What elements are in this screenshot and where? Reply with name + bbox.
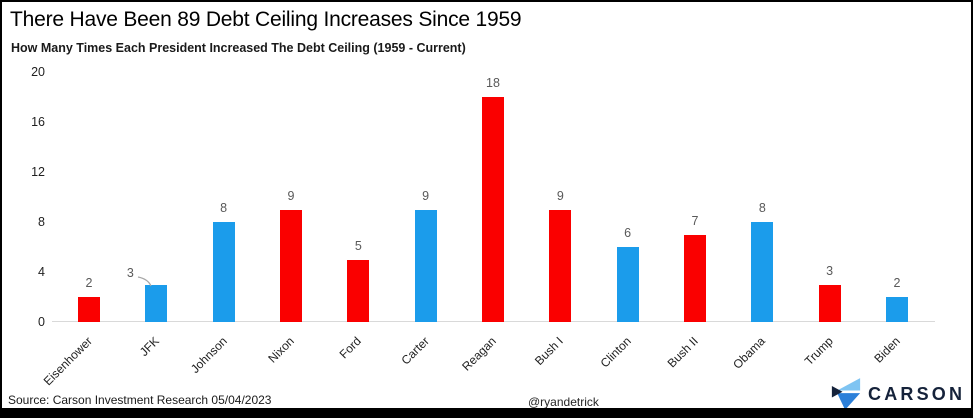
bar-bush-i [549,209,572,322]
bar-value-carter: 9 [422,188,430,203]
y-axis-tick-label: 8 [38,215,45,229]
bar-clinton [616,247,639,322]
bar-ford [347,259,370,322]
source-text: Source: Carson Investment Research 05/04… [8,393,272,407]
bar-jfk [145,284,168,322]
bar-value-obama: 8 [758,201,766,215]
y-axis-tick-label: 20 [31,65,45,79]
frame-border-right [971,0,973,418]
bar-trump [818,284,841,322]
frame-border-bottom [0,408,973,418]
chart-subtitle: How Many Times Each President Increased … [11,41,466,55]
bar-nixon [279,209,302,322]
chart-title: There Have Been 89 Debt Ceiling Increase… [10,8,522,31]
bar-bush-ii [683,234,706,322]
bar-obama [751,222,774,322]
author-handle: @ryandetrick [528,395,599,409]
bar-johnson [212,222,235,322]
bar-eisenhower [78,297,100,322]
bar-value-johnson: 8 [220,201,228,215]
carson-logo: CARSON [831,377,965,411]
bar-reagan [481,97,504,322]
bar-value-reagan: 18 [486,76,500,90]
bar-value-bush-i: 9 [556,188,564,203]
frame-border-top [0,0,973,2]
y-axis-tick-label: 12 [31,165,45,179]
bar-carter [414,209,437,322]
bar-value-trump: 3 [826,263,834,278]
bar-value-bush-ii: 7 [691,213,699,228]
y-axis-tick-label: 4 [38,265,45,279]
bar-value-ford: 5 [354,238,362,253]
bar-value-eisenhower: 2 [85,276,93,290]
carson-logo-icon [831,378,861,410]
carson-wordmark: CARSON [868,384,966,404]
frame-border-left [0,0,2,418]
y-axis-tick-label: 0 [38,315,45,329]
y-axis-tick-label: 16 [31,115,45,129]
bar-value-jfk: 3 [126,265,134,280]
bar-biden [885,297,908,322]
bar-value-biden: 2 [893,276,901,290]
bar-value-clinton: 6 [624,226,632,240]
bar-value-nixon: 9 [287,188,295,203]
